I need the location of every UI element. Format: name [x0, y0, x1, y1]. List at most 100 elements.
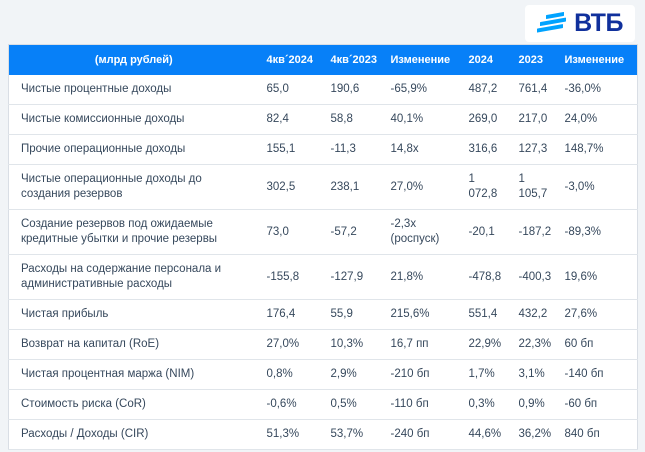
metric-value: -210 бп — [382, 359, 461, 390]
metric-value: 269,0 — [460, 104, 511, 135]
metric-value: 58,8 — [322, 104, 383, 135]
col-header-q4-2024: 4кв´2024 — [266, 54, 314, 66]
metric-value: -155,8 — [258, 254, 323, 300]
metric-value: -36,0% — [556, 75, 638, 105]
metric-value: -57,2 — [322, 209, 383, 255]
table-row: Стоимость риска (CoR) -0,6% 0,5% -110 бп… — [8, 389, 638, 420]
metric-label: Прочие операционные доходы — [8, 134, 259, 165]
metric-value: 53,7% — [322, 419, 383, 450]
metric-value: 22,3% — [510, 329, 557, 360]
metric-value: 73,0 — [258, 209, 323, 255]
metric-value: -89,3% — [556, 209, 638, 255]
table-row: Чистые процентные доходы 65,0 190,6 -65,… — [8, 75, 638, 105]
metric-value: 21,8% — [382, 254, 461, 300]
metric-value: 551,4 — [460, 299, 511, 330]
metric-value: 3,1% — [510, 359, 557, 390]
metric-value: 82,4 — [258, 104, 323, 135]
metric-value: -2,3x (роспуск) — [382, 209, 461, 255]
metric-value: -65,9% — [382, 75, 461, 105]
metric-label: Чистые комиссионные доходы — [8, 104, 259, 135]
metric-label: Чистая прибыль — [8, 299, 259, 330]
metric-value: 432,2 — [510, 299, 557, 330]
metric-label: Чистые операционные доходы до создания р… — [8, 164, 259, 210]
metric-value: 0,8% — [258, 359, 323, 390]
table-row: Расходы / Доходы (CIR) 51,3% 53,7% -240 … — [8, 419, 638, 450]
metric-value: -3,0% — [556, 164, 638, 210]
metric-value: -140 бп — [556, 359, 638, 390]
metric-value: 190,6 — [322, 75, 383, 105]
table-row: Прочие операционные доходы 155,1 -11,3 1… — [8, 134, 638, 165]
metric-value: 27,0% — [258, 329, 323, 360]
table-row: Расходы на содержание персонала и админи… — [8, 254, 638, 300]
metric-value: 840 бп — [556, 419, 638, 450]
vtb-flag-icon — [537, 10, 567, 34]
table-row: Чистые комиссионные доходы 82,4 58,8 40,… — [8, 104, 638, 135]
metric-value: 155,1 — [258, 134, 323, 165]
metric-value: 238,1 — [322, 164, 383, 210]
table-row: Создание резервов под ожидаемые кредитны… — [8, 209, 638, 255]
metric-value: 0,3% — [460, 389, 511, 420]
col-header-2024: 2024 — [468, 54, 493, 66]
vtb-logo: ВТБ — [525, 5, 635, 42]
metric-value: 65,0 — [258, 75, 323, 105]
table-header-row: (млрд рублей) 4кв´2024 4кв´2023 Изменени… — [8, 44, 638, 75]
table-row: Чистая процентная маржа (NIM) 0,8% 2,9% … — [8, 359, 638, 390]
metric-value: 148,7% — [556, 134, 638, 165]
vtb-logo-text: ВТБ — [574, 9, 623, 37]
metric-label: Чистые процентные доходы — [8, 75, 259, 105]
metric-value: 36,2% — [510, 419, 557, 450]
metric-value: 27,6% — [556, 299, 638, 330]
financial-results-table: (млрд рублей) 4кв´2024 4кв´2023 Изменени… — [8, 44, 638, 450]
metric-value: 40,1% — [382, 104, 461, 135]
metric-value: -20,1 — [460, 209, 511, 255]
metric-value: 316,6 — [460, 134, 511, 165]
metric-value: -240 бп — [382, 419, 461, 450]
metric-value: 51,3% — [258, 419, 323, 450]
metric-label: Возврат на капитал (RoE) — [8, 329, 259, 360]
table-row: Чистая прибыль 176,4 55,9 215,6% 551,4 4… — [8, 299, 638, 330]
table-row: Чистые операционные доходы до создания р… — [8, 164, 638, 210]
metric-value: 0,5% — [322, 389, 383, 420]
col-header-change-quarter: Изменение — [390, 54, 451, 66]
metric-value: -127,9 — [322, 254, 383, 300]
col-header-q4-2023: 4кв´2023 — [330, 54, 378, 66]
metric-value: -0,6% — [258, 389, 323, 420]
metric-value: 22,9% — [460, 329, 511, 360]
metric-value: -187,2 — [510, 209, 557, 255]
col-header-2023: 2023 — [518, 54, 543, 66]
metric-value: 217,0 — [510, 104, 557, 135]
metric-value: 1 072,8 — [460, 164, 511, 210]
metric-value: 1 105,7 — [510, 164, 557, 210]
metric-label: Чистая процентная маржа (NIM) — [8, 359, 259, 390]
metric-value: 55,9 — [322, 299, 383, 330]
metric-value: 761,4 — [510, 75, 557, 105]
metric-value: -400,3 — [510, 254, 557, 300]
metric-value: -110 бп — [382, 389, 461, 420]
metric-value: 10,3% — [322, 329, 383, 360]
metric-value: 44,6% — [460, 419, 511, 450]
metric-value: 176,4 — [258, 299, 323, 330]
metric-value: 14,8x — [382, 134, 461, 165]
col-header-units: (млрд рублей) — [94, 54, 173, 66]
metric-label: Стоимость риска (CoR) — [8, 389, 259, 420]
metric-value: 2,9% — [322, 359, 383, 390]
metric-value: 60 бп — [556, 329, 638, 360]
metric-value: -478,8 — [460, 254, 511, 300]
metric-value: 127,3 — [510, 134, 557, 165]
table-row: Возврат на капитал (RoE) 27,0% 10,3% 16,… — [8, 329, 638, 360]
metric-value: 1,7% — [460, 359, 511, 390]
metric-value: -11,3 — [322, 134, 383, 165]
metric-value: 27,0% — [382, 164, 461, 210]
metric-value: 487,2 — [460, 75, 511, 105]
metric-value: 19,6% — [556, 254, 638, 300]
metric-value: 16,7 пп — [382, 329, 461, 360]
metric-label: Расходы на содержание персонала и админи… — [8, 254, 259, 300]
metric-value: 0,9% — [510, 389, 557, 420]
metric-value: -60 бп — [556, 389, 638, 420]
col-header-change-year: Изменение — [564, 54, 625, 66]
metric-value: 24,0% — [556, 104, 638, 135]
metric-value: 302,5 — [258, 164, 323, 210]
metric-value: 215,6% — [382, 299, 461, 330]
metric-label: Расходы / Доходы (CIR) — [8, 419, 259, 450]
metric-label: Создание резервов под ожидаемые кредитны… — [8, 209, 259, 255]
